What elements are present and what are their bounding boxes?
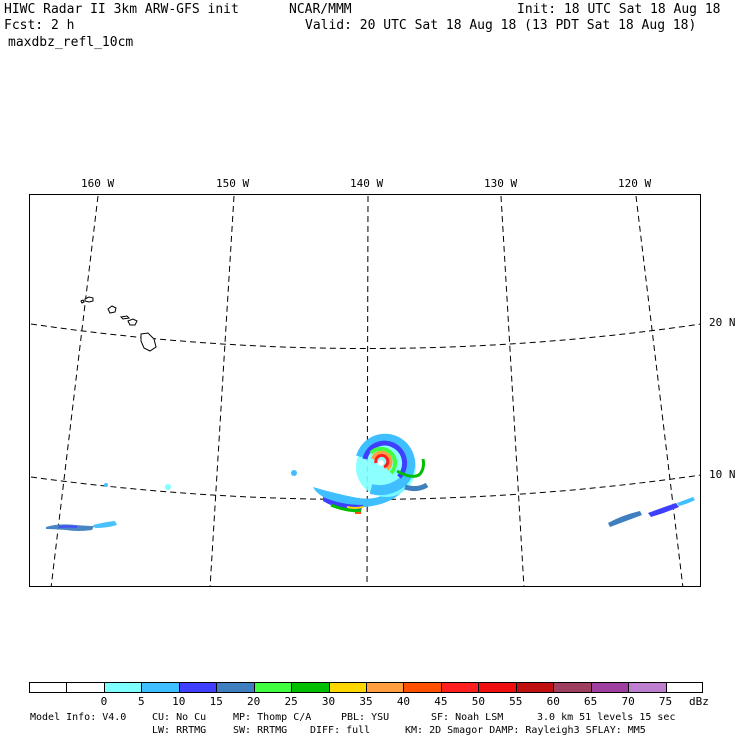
colorbar-swatch: [628, 682, 666, 693]
colorbar-tick-label: 70: [621, 695, 635, 708]
colorbar-swatch: [103, 682, 142, 693]
colorbar-tick-label: 75: [658, 695, 673, 708]
colorbar-swatch: [66, 682, 104, 693]
colorbar-swatch: [403, 682, 441, 693]
lon-label-130w: 130 W: [484, 177, 518, 190]
colorbar-swatch: [478, 682, 516, 693]
colorbar-tick-label: 60: [546, 695, 560, 708]
colorbar-swatch: [553, 682, 591, 693]
gridline-160w: [50, 195, 99, 586]
reflectivity-central-band: [165, 470, 407, 514]
colorbar-swatch: [291, 682, 329, 693]
footer-sf: SF: Noah LSM: [431, 712, 504, 723]
gridline-130w: [500, 195, 525, 586]
colorbar-swatch: [178, 682, 217, 693]
colorbar-tick-label: 10: [172, 695, 186, 708]
island-kauai: [84, 296, 94, 303]
gridline-120w: [635, 195, 684, 586]
colorbar-swatch: [366, 682, 404, 693]
footer-diff: DIFF: full: [310, 725, 371, 736]
field-name: maxdbz_refl_10cm: [8, 35, 134, 50]
gridline-20n: [30, 323, 700, 349]
colorbar-swatch: [665, 682, 703, 693]
colorbar-tick-label: 45: [434, 695, 448, 708]
colorbar-tick-label: 30: [321, 695, 336, 708]
gridline-150w: [209, 195, 235, 586]
footer-cu: CU: No Cu: [152, 712, 207, 723]
colorbar-swatch: [440, 682, 479, 693]
colorbar-tick-label: 50: [471, 695, 485, 708]
colorbar-swatch: [253, 682, 292, 693]
colorbar-swatch: [328, 682, 366, 693]
lon-label-140w: 140 W: [350, 177, 384, 190]
colorbar-tick-label: 20: [247, 695, 261, 708]
organization-label: NCAR/MMM: [289, 2, 352, 17]
init-time: Init: 18 UTC Sat 18 Aug 18: [517, 2, 721, 17]
lat-label-10n: 10 N: [709, 468, 736, 481]
footer-km: KM: 2D Smagor DAMP: Rayleigh3 SFLAY: MM5: [405, 725, 646, 736]
island-oahu: [107, 305, 117, 314]
hawaiian-islands: [80, 296, 157, 352]
colorbar-tick-label: 55: [509, 695, 523, 708]
lat-label-20n: 20 N: [709, 316, 736, 329]
colorbar-tick-label: 25: [284, 695, 298, 708]
footer-pbl: PBL: YSU: [341, 712, 390, 723]
model-title: HIWC Radar II 3km ARW-GFS init: [4, 2, 239, 17]
reflectivity-east: [608, 497, 695, 527]
colorbar-unit: dBz: [689, 695, 709, 708]
valid-time: Valid: 20 UTC Sat 18 Aug 18 (13 PDT Sat …: [305, 18, 697, 33]
footer-grid: 3.0 km 51 levels 15 sec: [537, 712, 676, 723]
colorbar-tick-label: 40: [396, 695, 411, 708]
footer-sw: SW: RRTMG: [233, 725, 288, 736]
colorbar-tick-label: 35: [359, 695, 373, 708]
reflectivity-west: [46, 483, 117, 531]
footer-mp: MP: Thomp C/A: [233, 712, 312, 723]
colorbar-swatch: [141, 682, 179, 693]
colorbar-swatch: [29, 682, 67, 693]
island-big-island: [140, 332, 157, 352]
reflectivity-cyclone: [356, 433, 429, 497]
gridline-10n: [30, 474, 700, 500]
colorbar-tick-label: 65: [584, 695, 598, 708]
reflectivity-colorbar: [29, 682, 703, 693]
lon-label-120w: 120 W: [618, 177, 652, 190]
island-maui: [127, 318, 138, 326]
colorbar-swatch: [515, 682, 554, 693]
map-panel: [29, 194, 701, 587]
colorbar-swatch: [216, 682, 254, 693]
colorbar-swatch: [590, 682, 629, 693]
colorbar-tick-label: 15: [209, 695, 223, 708]
footer-model-info: Model Info: V4.0: [30, 712, 127, 723]
lon-label-160w: 160 W: [81, 177, 115, 190]
colorbar-tick-label: 0: [100, 695, 108, 708]
island-molokai: [119, 315, 131, 320]
colorbar-tick-label: 5: [138, 695, 145, 708]
footer-lw: LW: RRTMG: [152, 725, 207, 736]
gridline-140w: [366, 195, 369, 586]
lon-label-150w: 150 W: [216, 177, 250, 190]
island-niihau: [80, 299, 85, 304]
forecast-hour: Fcst: 2 h: [4, 18, 75, 33]
map-canvas: [30, 195, 700, 586]
